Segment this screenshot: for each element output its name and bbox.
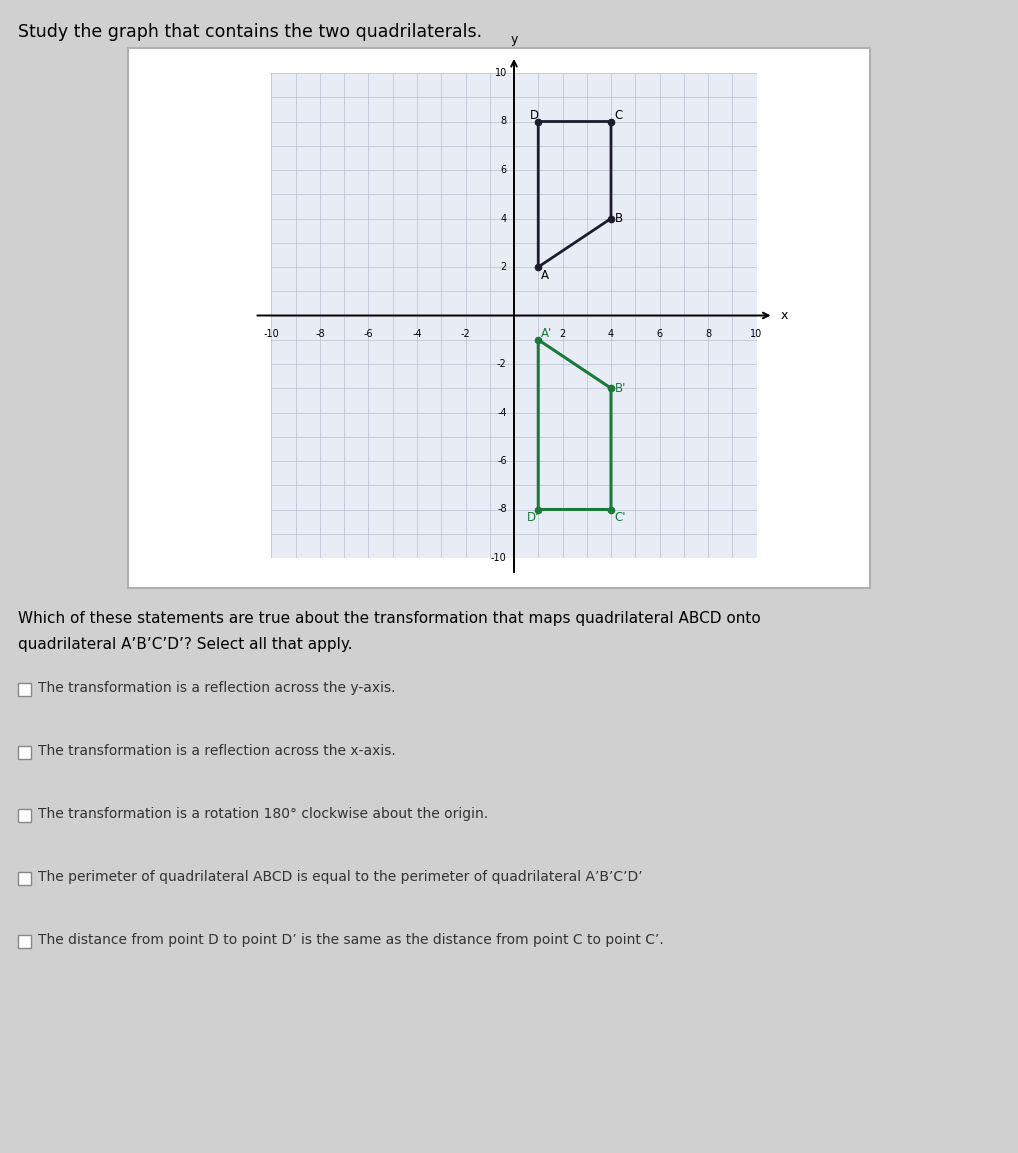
- Text: 10: 10: [750, 329, 762, 339]
- Text: -6: -6: [363, 329, 374, 339]
- Bar: [18, 746, 31, 759]
- Text: 6: 6: [657, 329, 663, 339]
- Text: The transformation is a rotation 180° clockwise about the origin.: The transformation is a rotation 180° cl…: [38, 807, 488, 821]
- Text: -2: -2: [460, 329, 470, 339]
- Text: A': A': [541, 327, 552, 340]
- Bar: [18, 683, 31, 696]
- Text: D': D': [527, 512, 540, 525]
- Text: 10: 10: [495, 68, 507, 78]
- Text: B': B': [615, 382, 626, 394]
- Bar: [18, 809, 31, 822]
- Text: C': C': [615, 512, 626, 525]
- Text: 8: 8: [501, 116, 507, 127]
- Text: -6: -6: [497, 455, 507, 466]
- Text: 6: 6: [501, 165, 507, 175]
- Text: -10: -10: [264, 329, 279, 339]
- Text: 8: 8: [704, 329, 711, 339]
- Text: The distance from point D to point D’ is the same as the distance from point C t: The distance from point D to point D’ is…: [38, 933, 664, 947]
- Text: B: B: [615, 212, 623, 225]
- Text: The perimeter of quadrilateral ABCD is equal to the perimeter of quadrilateral A: The perimeter of quadrilateral ABCD is e…: [38, 871, 642, 884]
- Text: x: x: [781, 309, 788, 322]
- Text: y: y: [510, 33, 518, 46]
- Text: quadrilateral A’B’C’D’? Select all that apply.: quadrilateral A’B’C’D’? Select all that …: [18, 636, 352, 651]
- Bar: [18, 872, 31, 886]
- Text: 4: 4: [501, 213, 507, 224]
- Text: -4: -4: [497, 407, 507, 417]
- Text: -8: -8: [316, 329, 325, 339]
- Text: -8: -8: [497, 505, 507, 514]
- Text: -4: -4: [412, 329, 421, 339]
- Text: D: D: [529, 108, 539, 122]
- Text: 4: 4: [608, 329, 614, 339]
- Text: 2: 2: [501, 262, 507, 272]
- Text: C: C: [615, 108, 623, 122]
- Text: Study the graph that contains the two quadrilaterals.: Study the graph that contains the two qu…: [18, 23, 483, 42]
- Bar: [18, 935, 31, 948]
- Text: A: A: [541, 269, 549, 282]
- Bar: [128, 48, 870, 588]
- Text: Which of these statements are true about the transformation that maps quadrilate: Which of these statements are true about…: [18, 611, 760, 626]
- Text: 2: 2: [559, 329, 566, 339]
- Text: -10: -10: [491, 553, 507, 563]
- Text: -2: -2: [497, 359, 507, 369]
- Text: The transformation is a reflection across the x-axis.: The transformation is a reflection acros…: [38, 744, 396, 758]
- Text: The transformation is a reflection across the y-axis.: The transformation is a reflection acros…: [38, 681, 396, 695]
